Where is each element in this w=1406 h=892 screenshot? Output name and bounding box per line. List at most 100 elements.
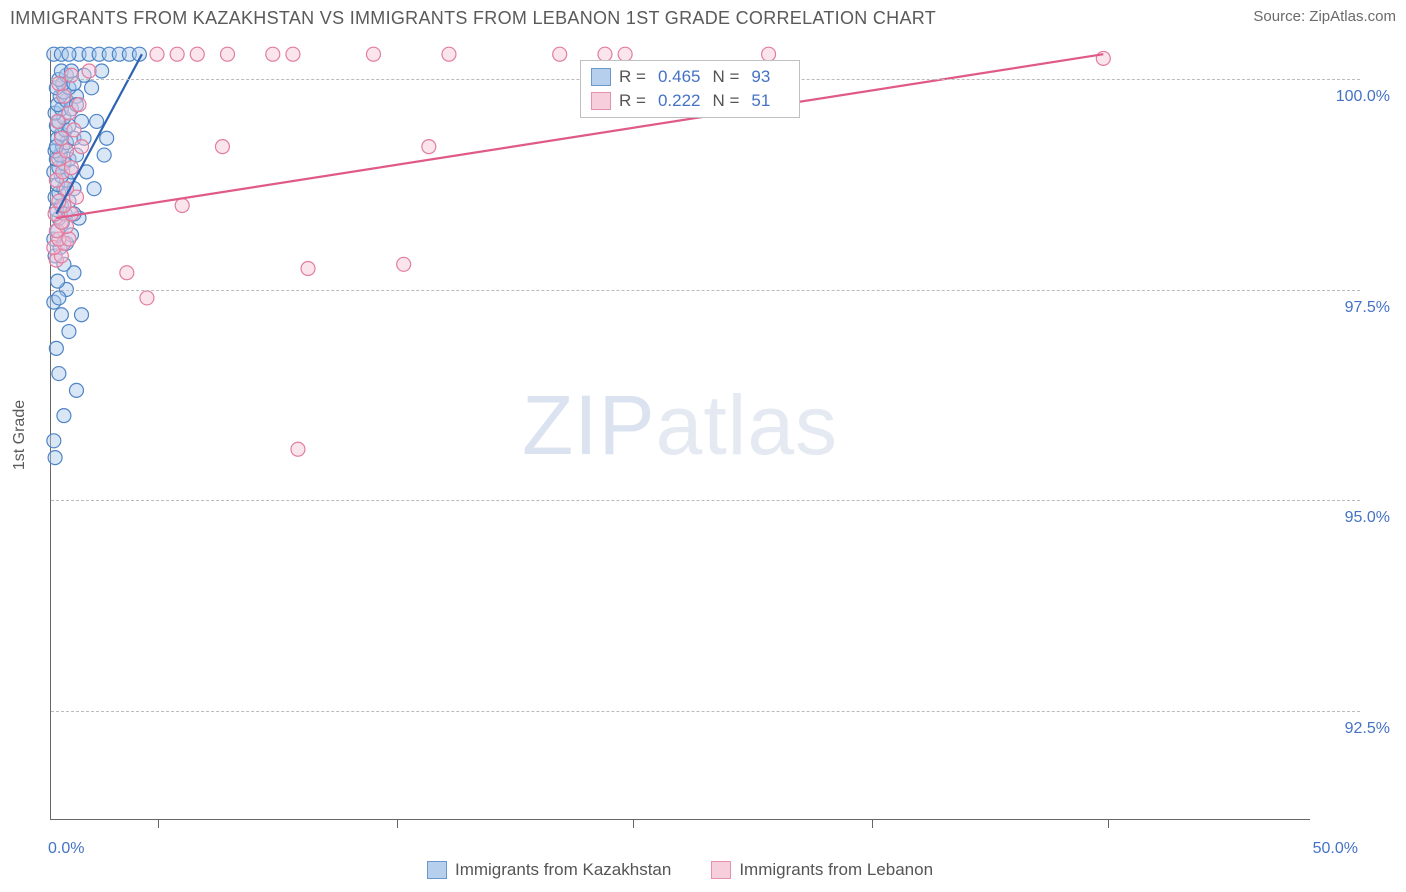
- data-point: [62, 232, 76, 246]
- plot-container: ZIPatlas 100.0%97.5%95.0%92.5% 1st Grade…: [50, 50, 1310, 820]
- data-point: [69, 148, 83, 162]
- legend-item: Immigrants from Lebanon: [711, 860, 933, 880]
- data-point: [49, 140, 63, 154]
- data-point: [54, 198, 68, 212]
- data-point: [52, 186, 66, 200]
- data-point: [57, 257, 71, 271]
- data-point: [54, 131, 68, 145]
- grid-line: [51, 500, 1360, 501]
- data-point: [53, 148, 67, 162]
- data-point: [90, 114, 104, 128]
- data-point: [47, 232, 61, 246]
- data-point: [49, 224, 63, 238]
- data-point: [286, 47, 300, 61]
- y-tick-label: 95.0%: [1320, 509, 1390, 527]
- data-point: [59, 93, 73, 107]
- data-point: [64, 207, 78, 221]
- data-point: [54, 308, 68, 322]
- data-point: [53, 89, 67, 103]
- data-point: [57, 409, 71, 423]
- data-point: [59, 135, 73, 149]
- data-point: [92, 47, 106, 61]
- data-point: [67, 182, 81, 196]
- data-point: [82, 64, 96, 78]
- data-point: [75, 114, 89, 128]
- data-point: [47, 241, 61, 255]
- data-point: [48, 451, 62, 465]
- data-point: [56, 140, 70, 154]
- source-attribution: Source: ZipAtlas.com: [1253, 8, 1396, 25]
- data-point: [48, 106, 62, 120]
- data-point: [132, 47, 146, 61]
- data-point: [140, 291, 154, 305]
- data-point: [51, 177, 65, 191]
- data-point: [57, 156, 71, 170]
- x-tick: [397, 820, 398, 828]
- stat-r-value: 0.465: [654, 67, 705, 87]
- plot-area: 100.0%97.5%95.0%92.5%: [50, 50, 1310, 820]
- data-point: [291, 442, 305, 456]
- data-point: [553, 47, 567, 61]
- data-point: [52, 232, 66, 246]
- data-point: [72, 47, 86, 61]
- stat-r-label: R =: [619, 91, 646, 111]
- x-tick: [872, 820, 873, 828]
- correlation-stats-box: R =0.465N =93R =0.222N =51: [580, 60, 800, 118]
- stat-n-label: N =: [712, 91, 739, 111]
- y-tick-label: 100.0%: [1320, 88, 1390, 106]
- data-point: [52, 194, 66, 208]
- data-point: [54, 102, 68, 116]
- data-point: [51, 224, 65, 238]
- source-name: ZipAtlas.com: [1309, 8, 1396, 25]
- data-point: [52, 211, 66, 225]
- data-point: [85, 81, 99, 95]
- data-point: [56, 215, 70, 229]
- x-tick: [158, 820, 159, 828]
- y-axis-title: 1st Grade: [11, 400, 29, 470]
- data-point: [48, 249, 62, 263]
- data-point: [51, 274, 65, 288]
- data-point: [49, 253, 63, 267]
- data-point: [57, 182, 71, 196]
- data-point: [175, 198, 189, 212]
- data-point: [62, 47, 76, 61]
- data-point: [62, 152, 76, 166]
- x-axis-min-label: 0.0%: [48, 840, 84, 858]
- data-point: [56, 165, 70, 179]
- data-point: [366, 47, 380, 61]
- data-point: [48, 144, 62, 158]
- data-point: [122, 47, 136, 61]
- data-point: [62, 325, 76, 339]
- data-point: [48, 190, 62, 204]
- grid-line: [51, 711, 1360, 712]
- data-point: [72, 211, 86, 225]
- data-point: [215, 140, 229, 154]
- data-point: [442, 47, 456, 61]
- stat-r-value: 0.222: [654, 91, 705, 111]
- data-point: [52, 291, 66, 305]
- data-point: [422, 140, 436, 154]
- chart-title: IMMIGRANTS FROM KAZAKHSTAN VS IMMIGRANTS…: [10, 8, 936, 29]
- stats-row: R =0.465N =93: [591, 65, 789, 89]
- data-point: [54, 127, 68, 141]
- data-point: [51, 114, 65, 128]
- data-point: [64, 228, 78, 242]
- grid-line: [51, 290, 1360, 291]
- data-point: [1096, 51, 1110, 65]
- data-point: [220, 47, 234, 61]
- y-tick-label: 97.5%: [1320, 299, 1390, 317]
- data-point: [59, 144, 73, 158]
- data-point: [75, 140, 89, 154]
- data-point: [266, 47, 280, 61]
- data-point: [87, 182, 101, 196]
- data-point: [69, 383, 83, 397]
- data-point: [54, 47, 68, 61]
- data-point: [62, 119, 76, 133]
- data-point: [82, 47, 96, 61]
- data-point: [102, 47, 116, 61]
- data-point: [120, 266, 134, 280]
- data-point: [170, 47, 184, 61]
- data-point: [49, 173, 63, 187]
- stat-n-label: N =: [712, 67, 739, 87]
- data-point: [69, 89, 83, 103]
